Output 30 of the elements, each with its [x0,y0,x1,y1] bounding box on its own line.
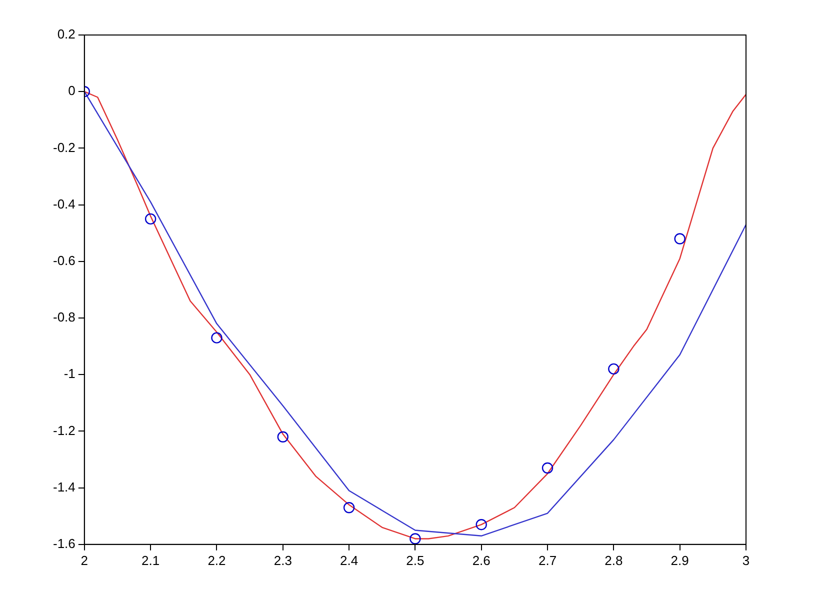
point [410,533,421,544]
y-tick-label: -0.2 [52,140,76,155]
x-tick-label: 2.4 [340,552,358,568]
x-tick-label: 2.7 [538,552,557,568]
y-tick-label: -1.6 [52,536,76,551]
y-tick-label: -1 [64,366,76,382]
x-tick-label: 3 [742,552,750,568]
y-tick-label: -1.4 [52,479,76,494]
y-tick-label: -0.6 [52,252,76,268]
x-tick-label: 2.8 [604,552,623,568]
x-tick-label: 2 [80,552,88,568]
x-tick-label: 2.2 [208,552,226,568]
point [674,233,686,244]
point [343,502,355,514]
x-tick-label: 2.6 [472,552,490,568]
point [277,431,288,442]
y-tick-label: -0.4 [52,196,76,212]
x-tick-label: 2.9 [670,552,689,568]
point [476,518,487,530]
point [144,213,156,225]
point [542,462,554,474]
x-tick-label: 2.5 [406,552,424,568]
x-tick-label: 2.3 [274,552,292,568]
y-tick-label: -1.2 [52,422,76,438]
y-tick-label: -0.8 [52,310,76,325]
point [608,363,620,375]
y-tick-label: 0.2 [57,26,76,42]
y-tick-label: 0 [68,83,76,98]
x-tick-label: 2.1 [142,552,160,568]
point [211,332,222,344]
